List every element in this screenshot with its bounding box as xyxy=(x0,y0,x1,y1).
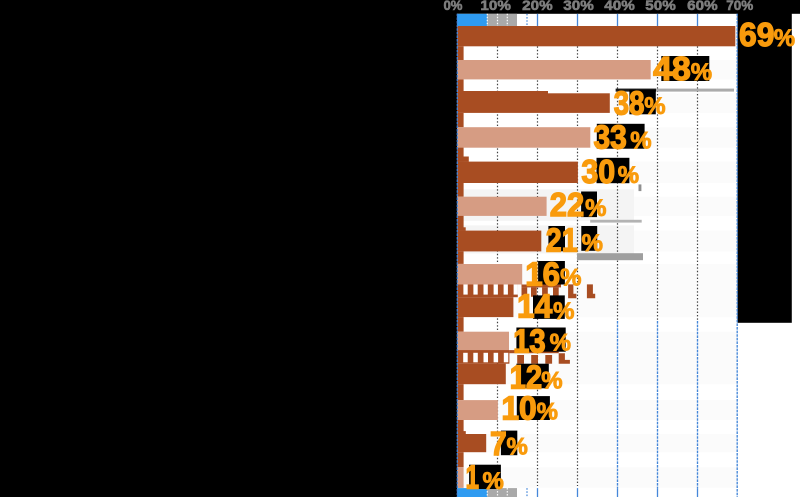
svg-text:33: 33 xyxy=(594,118,627,155)
svg-text:%: % xyxy=(483,468,504,495)
svg-text:%: % xyxy=(774,25,795,52)
svg-text:69: 69 xyxy=(739,16,774,53)
svg-text:40%: 40% xyxy=(604,0,635,13)
svg-text:%: % xyxy=(541,367,562,394)
svg-text:%: % xyxy=(507,434,528,461)
svg-text:%: % xyxy=(691,59,712,86)
svg-text:30%: 30% xyxy=(563,0,594,13)
svg-text:%: % xyxy=(560,264,581,291)
svg-text:1: 1 xyxy=(466,459,480,496)
svg-text:%: % xyxy=(585,195,606,222)
svg-text:16: 16 xyxy=(525,255,560,292)
svg-text:48: 48 xyxy=(653,50,691,87)
svg-text:13: 13 xyxy=(513,322,546,359)
svg-text:%: % xyxy=(644,93,665,120)
svg-text:30: 30 xyxy=(581,153,615,190)
svg-text:70%: 70% xyxy=(726,0,754,13)
svg-text:50%: 50% xyxy=(645,0,676,13)
svg-text:20%: 20% xyxy=(522,0,553,13)
svg-text:14: 14 xyxy=(517,288,553,325)
svg-text:%: % xyxy=(553,298,574,325)
svg-text:%: % xyxy=(537,399,558,426)
svg-text:%: % xyxy=(618,162,639,189)
svg-text:%: % xyxy=(550,329,571,356)
svg-text:7: 7 xyxy=(490,425,507,462)
svg-text:10: 10 xyxy=(501,390,536,427)
svg-text:22: 22 xyxy=(550,186,584,223)
svg-text:10%: 10% xyxy=(480,0,511,13)
svg-text:60%: 60% xyxy=(687,0,718,13)
svg-text:%: % xyxy=(630,127,651,154)
svg-text:38: 38 xyxy=(614,85,645,122)
svg-text:0%: 0% xyxy=(444,0,464,13)
svg-text:21: 21 xyxy=(546,221,578,258)
svg-text:%: % xyxy=(582,230,603,257)
svg-text:12: 12 xyxy=(510,358,542,395)
